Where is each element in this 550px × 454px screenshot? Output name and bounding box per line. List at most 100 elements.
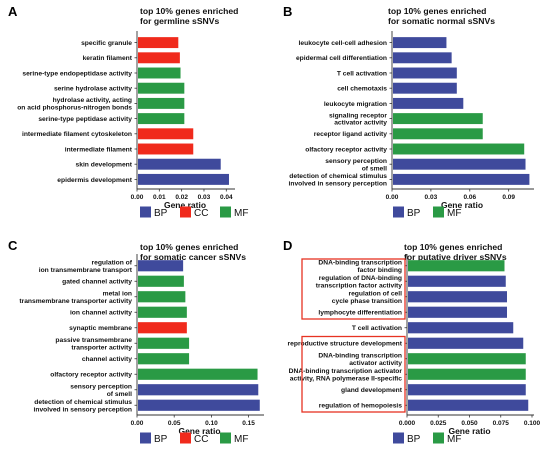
bar (138, 128, 194, 140)
highlight-box (301, 335, 406, 413)
bar (138, 52, 180, 64)
legend-label: CC (194, 208, 208, 219)
bar (408, 368, 526, 380)
bar (393, 52, 452, 64)
category-label: DNA-binding transcription (318, 352, 402, 359)
category-label: DNA-binding transcription activator (289, 368, 403, 375)
category-label: cell chemotaxis (337, 86, 387, 93)
legend-swatch-bp (393, 432, 404, 444)
bar (408, 306, 507, 318)
category-label: cycle phase transition (332, 298, 402, 305)
category-label: reproductive structure development (288, 341, 403, 348)
bar (393, 143, 525, 155)
bar (408, 275, 506, 287)
bar (138, 173, 229, 185)
x-tick-label: 0.00 (131, 194, 144, 201)
legend-label: MF (234, 208, 248, 219)
x-tick-label: 0.05 (168, 420, 181, 427)
x-tick-label: 0.025 (430, 420, 447, 427)
category-label: gland development (341, 387, 403, 394)
category-label: factor binding (357, 267, 402, 274)
bar (138, 67, 181, 79)
category-label: serine-type endopeptidase activity (22, 70, 132, 77)
bar (138, 158, 221, 170)
category-label: involved in sensory perception (34, 406, 132, 413)
bar (138, 260, 184, 272)
bar (408, 399, 529, 411)
category-label: T cell activation (337, 70, 387, 77)
bar (138, 353, 190, 365)
bar (393, 97, 464, 109)
x-tick-label: 0.15 (242, 420, 255, 427)
panel-d-label: D (283, 238, 292, 253)
category-label: detection of chemical stimulus (289, 173, 387, 180)
x-tick-label: 0.04 (220, 194, 233, 201)
bar (138, 37, 179, 49)
x-tick-label: 0.01 (153, 194, 166, 201)
category-label: transcription factor activity (316, 282, 402, 289)
bar (138, 82, 185, 94)
bar (393, 113, 483, 125)
panel-b-label: B (283, 4, 292, 19)
bar (138, 143, 194, 155)
category-label: activator activity (349, 360, 402, 367)
highlight-box (301, 258, 406, 320)
category-label: detection of chemical stimulus (34, 399, 132, 406)
legend-swatch-bp (393, 206, 404, 218)
category-label: DNA-binding transcription (318, 259, 402, 266)
category-label: intermediate filament cytoskeleton (22, 131, 132, 138)
category-label: olfactory receptor activity (305, 146, 387, 153)
panel-a-title-line: for germline sSNVs (140, 16, 219, 26)
category-label: transmembrane transporter activity (19, 298, 132, 305)
bar (408, 260, 505, 272)
category-label: transporter activity (71, 344, 132, 351)
bar (393, 37, 447, 49)
bar (138, 322, 187, 334)
legend-label: MF (447, 208, 461, 219)
x-tick-label: 0.00 (386, 194, 399, 201)
category-label: ion transmembrane transport (39, 267, 133, 274)
bar (408, 337, 524, 349)
bar (408, 384, 526, 396)
category-label: serine-type peptidase activity (38, 116, 132, 123)
x-tick-label: 0.100 (524, 420, 541, 427)
bar (393, 173, 530, 185)
bar (138, 337, 190, 349)
bar (138, 399, 260, 411)
x-tick-label: 0.10 (205, 420, 218, 427)
x-tick-label: 0.050 (461, 420, 478, 427)
bar (138, 113, 185, 125)
bar (138, 384, 259, 396)
x-tick-label: 0.075 (493, 420, 510, 427)
x-axis-title: Gene ratio (164, 200, 206, 210)
panel-a-label: A (8, 4, 18, 19)
legend-label: BP (407, 208, 421, 219)
legend-swatch-bp (140, 432, 151, 444)
category-label: leukocyte cell-cell adhesion (299, 40, 387, 47)
bar (393, 82, 457, 94)
bar (138, 306, 187, 318)
bar (138, 97, 185, 109)
category-label: olfactory receptor activity (50, 372, 132, 379)
x-tick-label: 0.00 (131, 420, 144, 427)
x-tick-label: 0.000 (399, 420, 416, 427)
category-label: intermediate filament (65, 146, 133, 153)
category-label: gated channel activity (62, 279, 132, 286)
category-label: regulation of DNA-binding (319, 275, 402, 282)
category-label: synaptic membrane (69, 325, 132, 332)
category-label: of smell (107, 391, 132, 398)
bar (138, 291, 186, 303)
bar (138, 368, 258, 380)
category-label: keratin filament (83, 55, 133, 62)
category-label: regulation of (92, 259, 133, 266)
category-label: receptor ligand activity (314, 131, 387, 138)
category-label: activity, RNA polymerase II-specific (290, 375, 403, 382)
category-label: serine hydrolase activity (54, 86, 132, 93)
legend-swatch-mf (433, 432, 444, 444)
x-axis-title: Gene ratio (441, 200, 483, 210)
x-tick-label: 0.02 (175, 194, 188, 201)
